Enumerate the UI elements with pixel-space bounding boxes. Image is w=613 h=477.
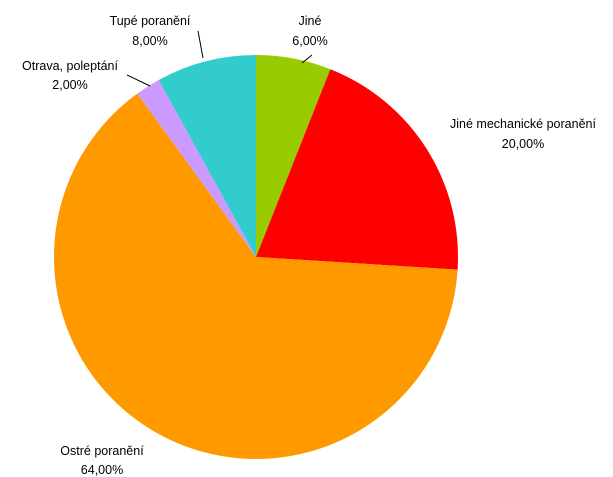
- slice-label-value: 20,00%: [502, 137, 544, 151]
- slice-label-name: Otrava, poleptání: [22, 59, 118, 73]
- slice-label-name: Jiné mechanické poranění: [450, 117, 596, 131]
- pie-slice-ostr-poran-n: [53, 93, 458, 460]
- slice-label-name: Ostré poranění: [60, 444, 144, 458]
- leader-line: [197, 30, 204, 59]
- pie-slice-tup-poran-n: [158, 55, 256, 257]
- slice-label-value: 6,00%: [292, 34, 327, 48]
- leader-lines: [126, 30, 313, 87]
- slice-labels: Jiné 6,00% Jiné mechanické poranění 20,00% O…: [22, 14, 596, 477]
- slice-label-name: Tupé poranění: [110, 14, 191, 28]
- pie-slice-jin-mechanick-poran-n: [256, 69, 458, 270]
- leader-line: [126, 74, 151, 87]
- slice-label-name: Jiné: [299, 14, 322, 28]
- pie-slice-jin: [256, 55, 331, 257]
- leader-line: [301, 54, 313, 64]
- slice-label-value: 2,00%: [52, 78, 87, 92]
- pie-slice-otrava-polept-n: [137, 79, 256, 258]
- slice-label-value: 64,00%: [81, 463, 123, 477]
- pie-slices: [53, 55, 458, 460]
- slice-label-value: 8,00%: [132, 34, 167, 48]
